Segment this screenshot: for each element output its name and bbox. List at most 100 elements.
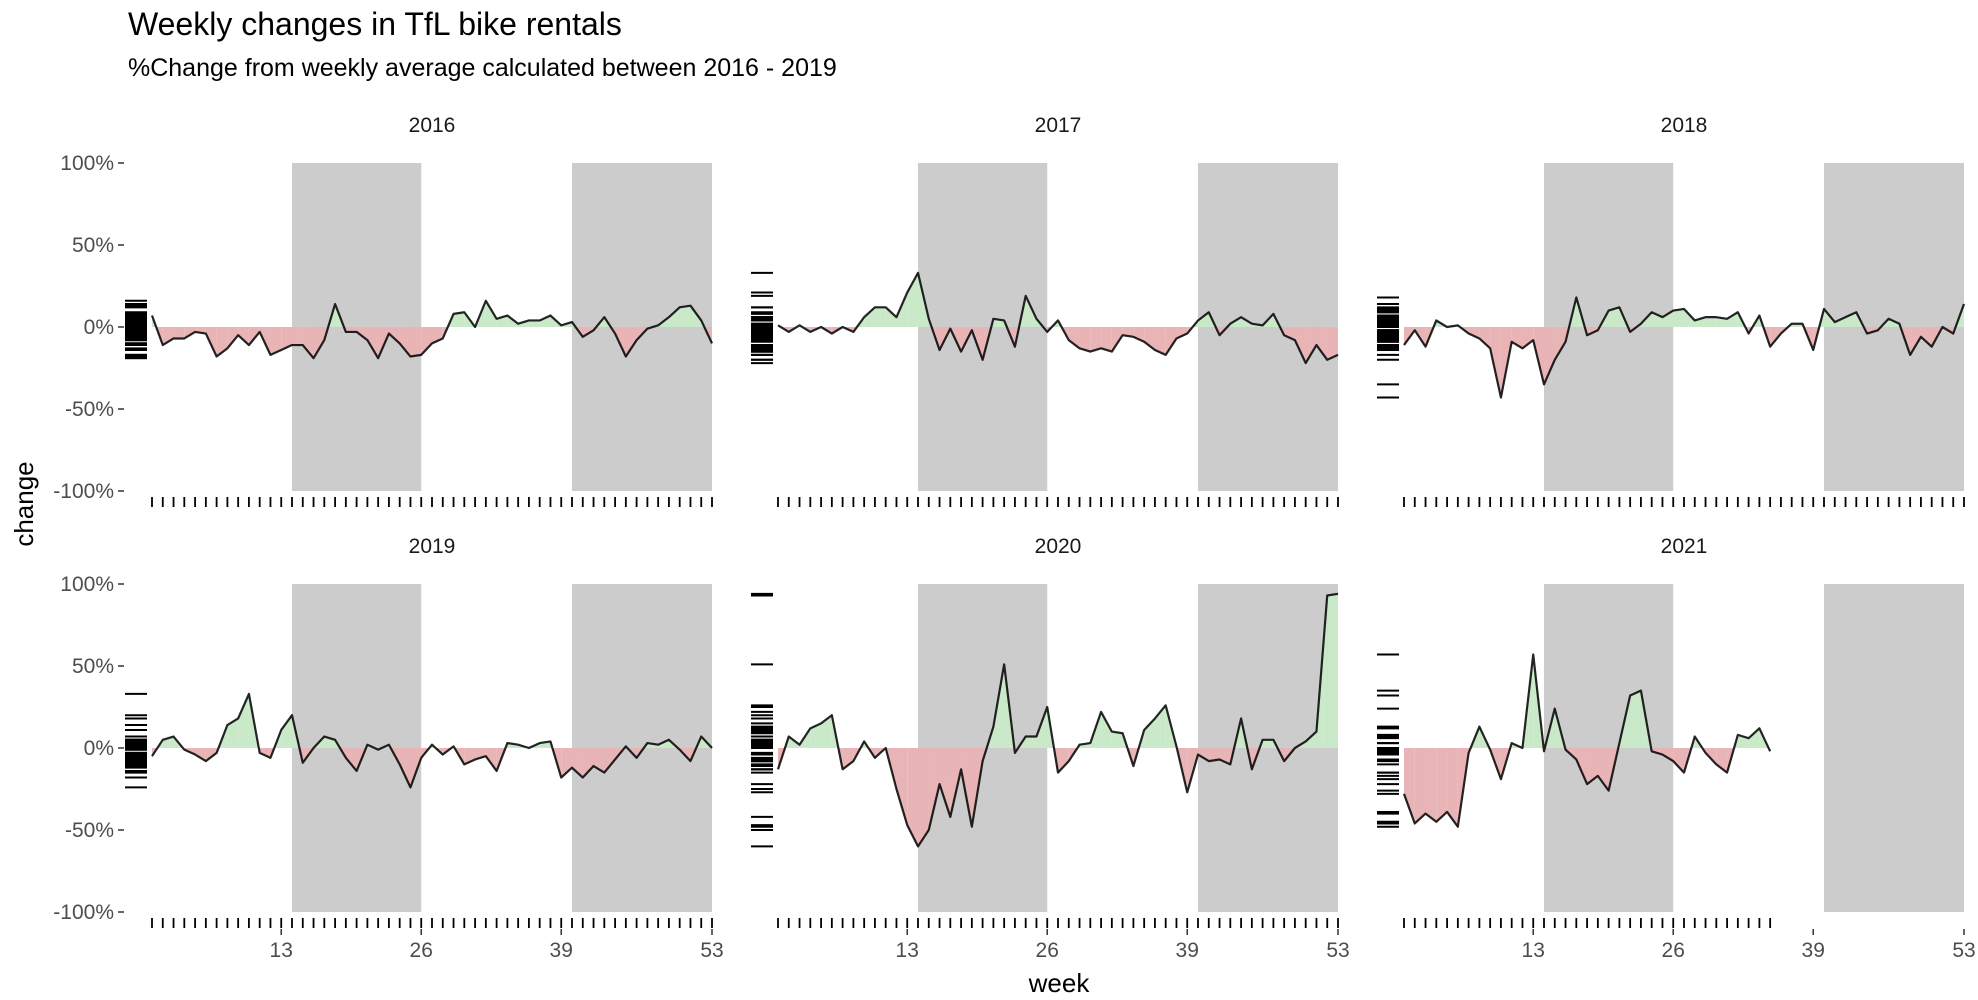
negative-area (1662, 748, 1674, 762)
y-tick-label: 50% (72, 655, 114, 678)
negative-area (582, 748, 594, 778)
negative-area (1090, 327, 1102, 352)
positive-area (907, 272, 918, 327)
positive-area (1144, 718, 1155, 748)
positive-area (1727, 312, 1738, 327)
positive-area (1705, 317, 1717, 327)
negative-area (1058, 748, 1069, 773)
positive-area (1845, 312, 1857, 327)
negative-area (410, 327, 422, 357)
negative-area (1144, 327, 1155, 350)
y-axis-title: change (9, 461, 39, 546)
negative-area (939, 748, 951, 817)
positive-area (238, 693, 249, 748)
y-tick-label: 100% (60, 152, 114, 175)
positive-area (821, 715, 832, 748)
facet-panel-2019: 2019 100% 50% 0% -50% -100% 13 26 39 53 (53, 535, 723, 962)
negative-area (1425, 748, 1437, 822)
negative-area (1576, 748, 1588, 785)
negative-area (1490, 327, 1501, 398)
facet-label: 2016 (409, 114, 456, 137)
negative-area (1414, 748, 1426, 824)
x-tick-label: 53 (1952, 939, 1975, 962)
negative-area (907, 748, 918, 847)
negative-area (1111, 327, 1123, 352)
negative-area (485, 748, 497, 771)
facet-panel-2016: 2016 100% 50% 0% -50% -100% (53, 114, 713, 507)
negative-area (1554, 327, 1566, 360)
positive-area (874, 307, 886, 327)
negative-area (604, 748, 616, 773)
negative-area (1176, 327, 1188, 339)
positive-area (1716, 317, 1728, 327)
negative-area (1133, 327, 1145, 342)
positive-area (1101, 711, 1112, 748)
x-axis-title: week (1028, 968, 1091, 998)
negative-area (918, 748, 929, 847)
x-tick-label: 26 (1036, 939, 1059, 962)
positive-area (1673, 308, 1684, 327)
series-line-2016 (150, 299, 713, 360)
positive-area (1662, 310, 1674, 327)
x-tick-label: 39 (1802, 939, 1825, 962)
negative-area (625, 327, 637, 357)
negative-area (561, 748, 572, 778)
negative-area (1305, 327, 1317, 364)
x-tick-label: 39 (550, 939, 573, 962)
negative-area (1436, 748, 1448, 822)
positive-area (1608, 307, 1620, 327)
x-tick-label: 13 (270, 939, 293, 962)
negative-area (1208, 748, 1220, 762)
negative-area (292, 327, 303, 346)
negative-area (1587, 748, 1598, 785)
positive-area (1198, 312, 1209, 327)
x-tick-label: 26 (1662, 939, 1685, 962)
negative-area (345, 327, 357, 332)
x-tick-label: 13 (896, 939, 919, 962)
negative-area (421, 327, 432, 355)
positive-area (1305, 731, 1317, 748)
negative-area (1122, 327, 1134, 337)
negative-area (259, 748, 271, 758)
facet-panel-2021: 2021 13 26 39 53 (1377, 535, 1976, 962)
negative-area (195, 748, 206, 762)
negative-area (1597, 748, 1609, 791)
negative-area (270, 327, 282, 355)
negative-area (1404, 748, 1415, 824)
y-tick-label: 100% (60, 573, 114, 596)
positive-area (864, 307, 875, 327)
x-tick-label: 26 (410, 939, 433, 962)
chart-panels: 2016 100% 50% 0% -50% -100% 2017 2018 2019 100% 50… (53, 114, 1975, 962)
negative-area (345, 748, 357, 771)
facet-panel-2017: 2017 (751, 114, 1339, 507)
facet-label: 2019 (409, 535, 456, 558)
positive-area (810, 723, 822, 748)
negative-area (1522, 327, 1534, 349)
negative-area (1910, 327, 1921, 355)
facet-label: 2020 (1035, 535, 1082, 558)
negative-area (1447, 748, 1458, 827)
series-line-2019 (151, 692, 713, 789)
negative-area (1468, 327, 1480, 339)
positive-area (1327, 593, 1338, 748)
negative-area (572, 748, 583, 778)
negative-area (1327, 327, 1338, 360)
positive-area (1684, 308, 1695, 327)
y-tick-label: -100% (53, 480, 114, 503)
negative-area (173, 327, 185, 339)
series-line-2017 (777, 271, 1339, 365)
negative-area (1154, 327, 1166, 355)
y-tick-label: 0% (84, 737, 114, 760)
positive-area (453, 312, 465, 327)
y-tick-label: -50% (65, 819, 114, 842)
negative-area (1673, 748, 1684, 773)
positive-area (1262, 739, 1274, 748)
negative-area (842, 748, 854, 770)
positive-area (679, 305, 691, 327)
facet-label: 2021 (1661, 535, 1708, 558)
series-line-2021 (1402, 653, 1772, 828)
negative-area (399, 748, 411, 788)
negative-area (1479, 327, 1491, 349)
negative-area (950, 748, 962, 817)
